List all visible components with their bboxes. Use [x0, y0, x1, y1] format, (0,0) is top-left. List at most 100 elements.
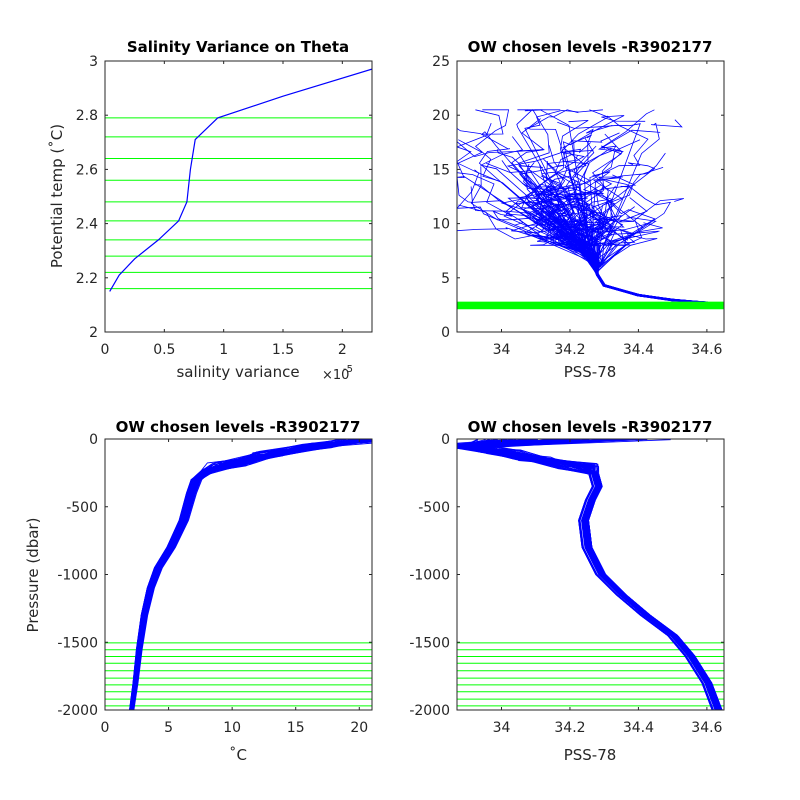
panel3-profile-line — [129, 439, 352, 710]
panel3-profile-line — [129, 439, 353, 710]
panel4-profile-line — [457, 439, 719, 710]
panel3-profile-line — [132, 440, 366, 710]
panel3-profile-line — [132, 439, 358, 710]
panel2-profile-line — [587, 198, 707, 304]
panel1-ytick-label: 2.4 — [76, 217, 98, 233]
panel3-profile-line — [129, 439, 362, 710]
panel-theta-salinity: OW chosen levels -R3902177 34 34.2 34.4 34.… — [432, 38, 725, 381]
panel3-profile-line — [131, 439, 367, 710]
panel3-ytick-label: 0 — [89, 432, 98, 448]
panel3-profile-line — [133, 442, 372, 710]
panel4-profile-line — [483, 439, 722, 710]
panel3-profile-line — [129, 439, 372, 710]
panel3-xtick-label: 15 — [287, 720, 305, 736]
panel3-profile-line — [132, 439, 371, 710]
panel4-xtick-label: 34.6 — [691, 720, 722, 736]
panel3-profile-line — [129, 439, 369, 710]
panel3-profile-line — [129, 439, 367, 710]
panel4-xtick-label: 34 — [493, 720, 511, 736]
panel2-axes-box — [456, 60, 725, 333]
panel3-profile-line — [132, 439, 372, 710]
panel1-xtick-label: 1 — [219, 342, 228, 358]
panel4-chosen-levels — [457, 642, 724, 707]
panel3-profile-line — [132, 441, 372, 710]
panel3-profile-line — [132, 439, 367, 710]
panel3-profile-line — [131, 439, 361, 710]
panel3-profile-line — [129, 440, 367, 710]
panel4-profile-line — [457, 439, 723, 710]
panel2-xtick-label: 34.4 — [623, 342, 654, 358]
panel3-profile-line — [129, 441, 368, 710]
panel2-profile-lines — [457, 109, 708, 304]
panel2-ytick-label: 20 — [432, 108, 450, 124]
panel4-profile-line — [457, 439, 721, 710]
panel4-ytick-label: -1000 — [409, 568, 450, 584]
panel1-x-exponent: -5 — [343, 364, 353, 375]
panel3-ylabel: Pressure (dbar) — [24, 518, 42, 633]
panel1-xtick-label: 0 — [101, 342, 110, 358]
panel1-title: Salinity Variance on Theta — [127, 38, 349, 56]
panel1-x-exponent-base: ×10 — [322, 368, 349, 383]
panel3-xtick-label: 10 — [223, 720, 241, 736]
panel4-profile-line — [457, 439, 717, 710]
panel1-plot-area: 0 0.5 1 1.5 2 2 2.2 2.4 2.6 2.8 3 — [76, 54, 373, 358]
panel4-profile-line — [458, 439, 721, 710]
panel2-profile-line — [535, 201, 708, 304]
panel3-profile-line — [130, 441, 372, 710]
panel4-profile-line — [457, 439, 717, 710]
panel3-profile-line — [131, 439, 350, 710]
panel3-xtick-label: 20 — [350, 720, 368, 736]
panel2-ytick-label: 15 — [432, 162, 450, 178]
panel4-profile-line — [460, 439, 714, 710]
panel1-xtick-label: 1.5 — [272, 342, 294, 358]
panel3-profile-line — [132, 439, 364, 710]
panel4-profile-line — [472, 439, 717, 710]
panel3-profile-line — [132, 441, 372, 710]
panel3-profile-line — [130, 439, 344, 710]
panel3-ytick-label: -2000 — [57, 703, 98, 719]
panel4-profile-line — [457, 439, 720, 710]
panel4-profile-line — [460, 439, 719, 710]
panel3-profile-line — [131, 439, 369, 710]
panel4-profile-line — [457, 439, 714, 710]
panel4-profile-line — [470, 439, 716, 710]
panel4-profile-line — [457, 439, 713, 710]
panel1-ytick-label: 2.2 — [76, 271, 98, 287]
panel2-profile-line — [486, 162, 707, 304]
panel4-profile-line — [460, 439, 719, 710]
panel3-plot-area: 0 5 10 15 20 -2000 -1500 -1000 -500 0 — [57, 432, 373, 736]
panel3-profile-line — [131, 439, 371, 710]
panel4-ytick-label: -2000 — [409, 703, 450, 719]
panel3-profile-line — [129, 439, 372, 710]
panel3-profile-line — [129, 439, 360, 710]
panel1-ytick-label: 2 — [89, 325, 98, 341]
panel-temperature-pressure: OW chosen levels -R3902177 0 5 10 15 20 -2000… — [24, 418, 373, 764]
panel2-profile-line — [507, 184, 708, 304]
panel3-ytick-label: -500 — [66, 500, 98, 516]
panel3-profile-line — [133, 441, 372, 710]
panel4-profile-line — [467, 439, 718, 710]
panel1-ytick-label: 3 — [89, 54, 98, 70]
panel4-ytick-label: 0 — [441, 432, 450, 448]
panel2-profile-line — [591, 225, 708, 303]
panel1-ytick-label: 2.8 — [76, 108, 98, 124]
panel2-ytick-label: 10 — [432, 217, 450, 233]
panel3-profile-line — [131, 440, 353, 710]
panel1-axes-box — [104, 60, 373, 333]
panel4-profile-line — [463, 439, 714, 710]
panel4-profile-line — [458, 439, 721, 710]
panel3-profile-line — [132, 439, 372, 710]
panel3-profile-line — [130, 439, 372, 710]
panel4-ytick-label: -1500 — [409, 635, 450, 651]
panel2-xlabel: PSS-78 — [564, 363, 617, 381]
panel3-profile-line — [130, 439, 372, 710]
panel2-xtick-label: 34.6 — [691, 342, 722, 358]
panel3-profile-line — [129, 439, 372, 710]
panel2-plot-area: 34 34.2 34.4 34.6 0 5 10 15 20 25 — [432, 54, 725, 358]
panel3-profile-line — [132, 439, 360, 710]
panel2-profile-line — [589, 231, 707, 304]
panel3-profile-lines — [129, 439, 372, 710]
panel3-profile-line — [129, 439, 363, 710]
panel2-ytick-label: 25 — [432, 54, 450, 70]
panel4-profile-line — [457, 439, 720, 710]
